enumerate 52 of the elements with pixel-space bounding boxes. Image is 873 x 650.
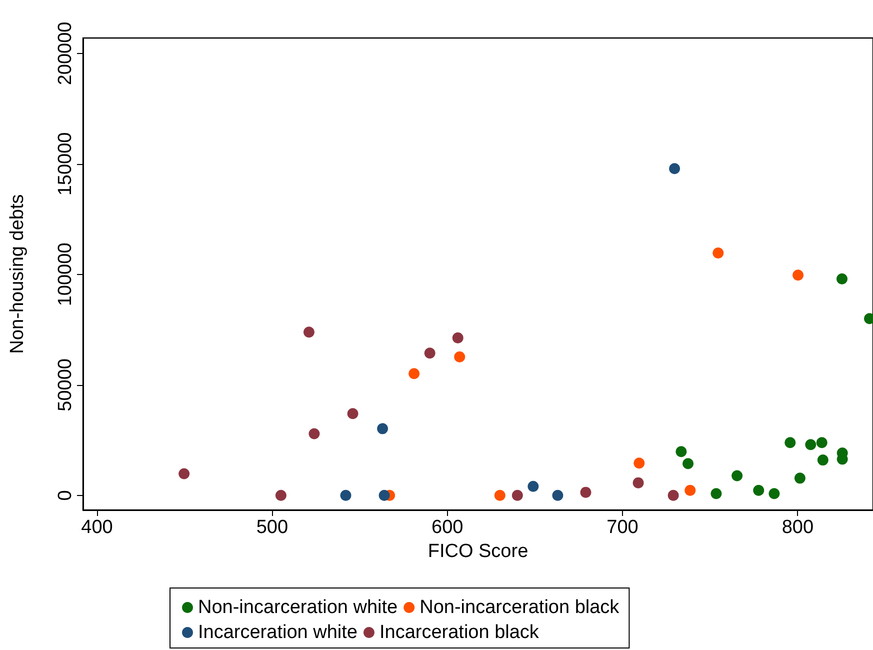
legend-label: Non-incarceration white [198, 597, 398, 618]
point [710, 488, 722, 500]
point [552, 490, 564, 501]
point [816, 437, 828, 448]
point [684, 484, 696, 496]
point [669, 163, 680, 174]
point [632, 477, 644, 488]
y-tick-label: 200000 [55, 22, 76, 86]
point [494, 490, 506, 501]
point [347, 408, 358, 420]
point [452, 332, 464, 344]
point [378, 490, 390, 501]
point [794, 472, 806, 484]
legend-label: Non-incarceration black [420, 597, 620, 618]
point [817, 454, 828, 466]
point [308, 428, 320, 440]
point [275, 490, 286, 501]
point [682, 458, 694, 470]
y-tick-label: 0 [55, 490, 76, 501]
point [528, 480, 539, 492]
point [178, 468, 190, 480]
point [340, 490, 352, 501]
point [836, 273, 848, 284]
y-tick-label: 100000 [55, 242, 76, 306]
point [732, 470, 743, 482]
point [712, 248, 724, 259]
y-tick-label: 150000 [55, 132, 76, 196]
x-tick-label: 400 [81, 517, 113, 538]
point [454, 351, 466, 362]
point [676, 446, 687, 458]
legend-label: Incarceration white [198, 622, 358, 643]
legend-label: Incarceration black [379, 622, 540, 643]
y-tick-label: 50000 [55, 358, 76, 412]
y-axis-title: Non-housing debts [7, 194, 28, 354]
point [377, 423, 388, 434]
x-tick-label: 600 [431, 517, 464, 538]
point [668, 490, 679, 501]
point [805, 439, 816, 450]
point [303, 326, 314, 338]
point [634, 458, 645, 469]
point [753, 484, 764, 496]
x-tick-label: 800 [782, 517, 814, 538]
x-tick-label: 700 [606, 517, 638, 538]
x-axis-title: FICO Score [428, 540, 528, 562]
point [792, 270, 804, 281]
point [784, 437, 796, 448]
point [408, 368, 420, 380]
point [512, 490, 523, 501]
x-tick-label: 500 [256, 517, 288, 538]
point [424, 348, 436, 359]
point [768, 488, 780, 500]
point [580, 486, 592, 498]
